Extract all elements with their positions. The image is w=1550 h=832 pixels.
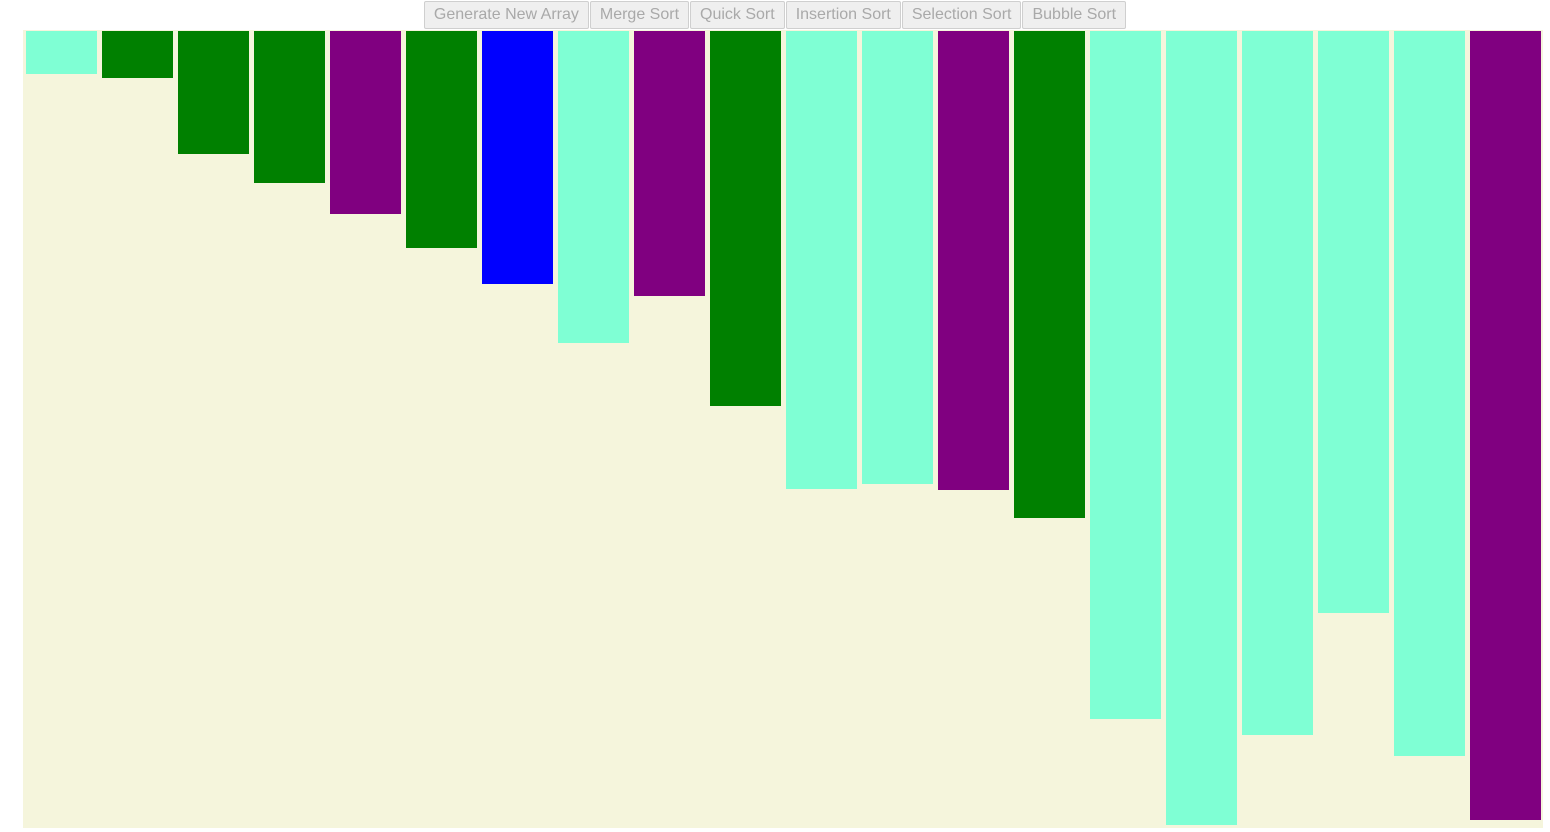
array-bar [1014,31,1085,518]
array-bar [1470,31,1541,820]
toolbar: Generate New Array Merge Sort Quick Sort… [0,0,1550,30]
array-bar [862,31,933,484]
array-bar [558,31,629,343]
array-bar [178,31,249,154]
array-bar [406,31,477,248]
array-bar [102,31,173,78]
array-bar [254,31,325,183]
generate-new-array-button[interactable]: Generate New Array [423,1,589,29]
array-bar [710,31,781,406]
selection-sort-button[interactable]: Selection Sort [901,1,1022,29]
insertion-sort-button[interactable]: Insertion Sort [785,1,901,29]
array-bar [1394,31,1465,756]
array-visualization [23,30,1543,828]
array-bar [938,31,1009,490]
array-bar [482,31,553,284]
array-bar [1318,31,1389,613]
array-bar [786,31,857,489]
array-bar [1166,31,1237,825]
array-bar [1090,31,1161,719]
bubble-sort-button[interactable]: Bubble Sort [1022,1,1127,29]
array-bar [330,31,401,214]
merge-sort-button[interactable]: Merge Sort [589,1,690,29]
array-bar [26,31,97,74]
array-bar [634,31,705,296]
quick-sort-button[interactable]: Quick Sort [690,1,785,29]
array-bar [1242,31,1313,735]
